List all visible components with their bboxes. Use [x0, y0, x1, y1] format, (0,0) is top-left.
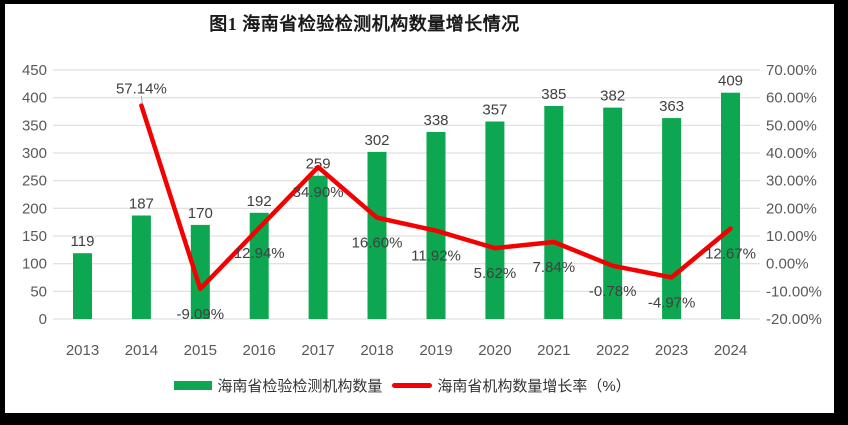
right-axis-tick: 10.00%	[766, 228, 817, 245]
bar-value-label: 409	[718, 73, 743, 90]
line-value-label: 5.62%	[474, 265, 517, 282]
line-value-label: 11.92%	[411, 248, 461, 265]
line-value-label: 34.90%	[293, 184, 344, 201]
bar-2016	[249, 212, 269, 319]
chart-title: 图1 海南省检验检测机构数量增长情况	[209, 14, 520, 34]
x-axis-label: 2016	[243, 342, 276, 359]
x-axis-label: 2019	[419, 342, 452, 359]
x-axis-label: 2017	[301, 342, 334, 359]
x-axis-label: 2024	[714, 342, 747, 359]
left-axis-tick: 150	[22, 228, 47, 245]
label-leader-line	[140, 95, 143, 105]
legend-item-bar-series: 海南省检验检测机构数量	[174, 375, 382, 396]
left-axis-tick: 350	[22, 117, 47, 134]
chart-plot-area: 450 70.00% 400 60.00% 350 50.00% 300 40.00% 250 3…	[5, 4, 834, 413]
right-axis-tick: 70.00%	[766, 62, 817, 79]
left-axis-tick: 300	[22, 145, 47, 162]
right-axis-tick: 60.00%	[766, 90, 817, 107]
legend-label-line-series: 海南省机构数量增长率（%）	[437, 378, 631, 395]
bar-2024	[721, 92, 740, 319]
bar-series-swatch-icon	[174, 381, 213, 390]
legend-item-line-series: 海南省机构数量增长率（%）	[392, 375, 631, 396]
bar-2021	[544, 106, 564, 319]
left-axis-tick: 100	[22, 256, 47, 273]
line-series-swatch-icon	[392, 383, 433, 388]
bar-2019	[426, 132, 446, 319]
line-value-label: 12.67%	[705, 246, 756, 263]
bar-value-label: 382	[600, 88, 625, 105]
line-value-label: 57.14%	[116, 81, 167, 98]
bar-value-label: 119	[71, 233, 95, 250]
bar-value-label: 187	[129, 196, 154, 213]
bar-value-label: 385	[541, 86, 566, 103]
bar-value-label: 363	[659, 98, 684, 115]
line-value-label: 7.84%	[533, 259, 576, 276]
bar-2020	[485, 121, 505, 319]
bar-2014	[131, 215, 151, 319]
bar-2015	[190, 224, 210, 319]
left-axis-tick: 250	[22, 173, 47, 190]
chart-canvas: 图1 海南省检验检测机构数量增长情况 450 70.00% 400 60.00% 350…	[5, 4, 834, 413]
bar-2017	[308, 175, 328, 319]
bar-value-label: 170	[188, 205, 213, 222]
x-axis-label: 2021	[537, 342, 570, 359]
line-value-label: 12.94%	[234, 245, 285, 262]
line-value-label: -9.09%	[177, 306, 225, 323]
bar-value-label: 338	[423, 112, 448, 129]
x-axis-label: 2014	[125, 342, 158, 359]
x-axis-label: 2022	[596, 342, 629, 359]
x-axis-label: 2013	[66, 342, 99, 359]
right-axis-tick: 50.00%	[766, 117, 817, 134]
x-axis-label: 2020	[478, 342, 511, 359]
bar-value-label: 302	[364, 132, 389, 149]
bar-value-label: 357	[482, 102, 507, 119]
x-axis-label: 2018	[360, 342, 393, 359]
bar-value-label: 192	[247, 193, 272, 210]
right-axis-tick: 30.00%	[766, 173, 817, 190]
bar-2018	[367, 151, 387, 319]
left-axis-tick: 450	[22, 62, 47, 79]
left-axis-tick: 200	[22, 200, 47, 217]
bar-2013	[73, 253, 92, 319]
right-axis-tick: 20.00%	[766, 200, 817, 217]
line-value-label: 16.60%	[352, 235, 403, 252]
line-value-label: -0.78%	[589, 283, 637, 300]
bar-2023	[662, 118, 682, 319]
right-axis-tick: 0.00%	[766, 256, 809, 273]
chart-legend: 海南省检验检测机构数量 海南省机构数量增长率（%）	[5, 375, 817, 396]
left-axis-tick: 50	[30, 283, 47, 300]
line-value-label: -4.97%	[648, 294, 696, 311]
x-axis-label: 2023	[655, 342, 688, 359]
right-axis-tick: -20.00%	[766, 311, 822, 328]
growth-rate-line	[139, 103, 733, 292]
left-axis-tick: 0	[39, 311, 47, 328]
left-axis-tick: 400	[22, 90, 47, 107]
bar-value-label: 259	[306, 156, 331, 173]
chart-plot: 450 70.00% 400 60.00% 350 50.00% 300 40.00% 250 3…	[22, 62, 822, 359]
x-axis-label: 2015	[184, 342, 217, 359]
right-axis-tick: -10.00%	[766, 283, 822, 300]
legend-label-bar-series: 海南省检验检测机构数量	[217, 378, 383, 395]
right-axis-tick: 40.00%	[766, 145, 817, 162]
